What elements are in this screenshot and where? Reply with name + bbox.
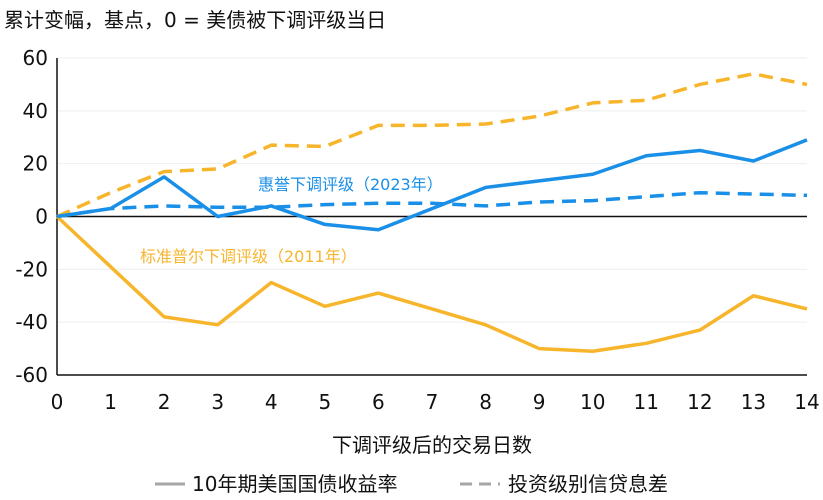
legend: 10年期美国国债收益率 投资级别信贷息差: [155, 472, 668, 496]
x-tick-label: 1: [104, 390, 117, 414]
chart-title: 累计变幅，基点，0 = 美债被下调评级当日: [4, 8, 387, 32]
y-tick-label: -20: [15, 257, 48, 281]
x-tick-label: 7: [426, 390, 439, 414]
legend-label-spread: 投资级别信贷息差: [508, 472, 668, 496]
annotation-sp: 标准普尔下调评级（2011年）: [140, 247, 357, 266]
series-line-0: [56, 72, 808, 219]
y-tick-label: -40: [15, 310, 48, 334]
series-line-1: [55, 215, 808, 353]
annotation-fitch: 惠誉下调评级（2023年）: [258, 175, 443, 194]
x-axis-label: 下调评级后的交易日数: [332, 433, 532, 457]
y-tick-label: -60: [15, 363, 48, 387]
x-tick-label: 10: [580, 390, 605, 414]
y-tick-label: 40: [23, 99, 48, 123]
x-tick-label: 12: [687, 390, 712, 414]
x-tick-label: 3: [211, 390, 224, 414]
x-tick-label: 8: [479, 390, 492, 414]
x-tick-label: 13: [741, 390, 766, 414]
series-line-3: [56, 190, 808, 219]
x-tick-label: 6: [372, 390, 385, 414]
x-tick-label: 11: [634, 390, 659, 414]
x-tick-label: 2: [158, 390, 171, 414]
x-tick-label: 5: [318, 390, 331, 414]
x-tick-label: 14: [794, 390, 819, 414]
x-tick-label: 4: [265, 390, 278, 414]
x-tick-label: 0: [51, 390, 64, 414]
x-tick-label: 9: [533, 390, 546, 414]
y-tick-label: 60: [23, 46, 48, 70]
y-tick-label: 20: [23, 152, 48, 176]
legend-label-treasury: 10年期美国国债收益率: [192, 472, 397, 496]
y-tick-label: 0: [35, 205, 48, 229]
